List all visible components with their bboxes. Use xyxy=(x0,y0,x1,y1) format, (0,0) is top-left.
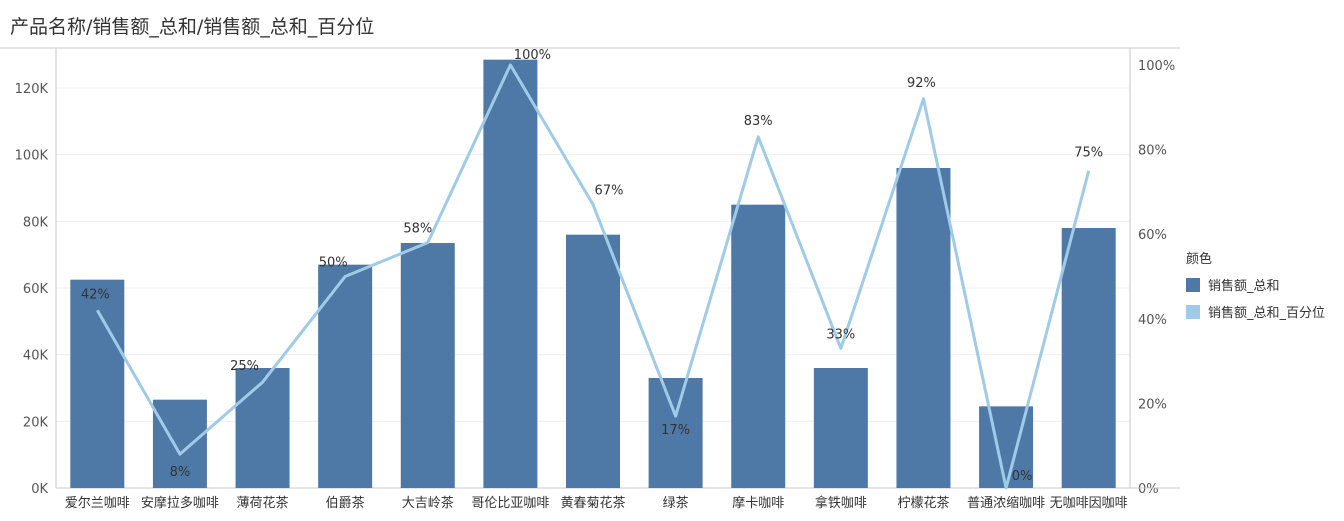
x-tick-label: 哥伦比亚咖啡 xyxy=(471,496,549,511)
y-right-tick-label: 40% xyxy=(1138,313,1167,328)
y-left-tick-label: 120K xyxy=(15,82,49,97)
data-label: 92% xyxy=(907,76,936,91)
legend-item-sales-percentile[interactable]: 销售额_总和_百分位 xyxy=(1186,302,1325,321)
data-label: 50% xyxy=(319,255,348,270)
bar xyxy=(70,279,125,488)
data-label: 42% xyxy=(81,287,110,302)
data-label: 33% xyxy=(826,327,855,342)
data-label: 58% xyxy=(403,222,432,237)
legend: 颜色 销售额_总和 销售额_总和_百分位 xyxy=(1186,248,1325,329)
y-right-tick-label: 100% xyxy=(1138,59,1175,74)
y-left-tick-label: 80K xyxy=(23,215,49,230)
legend-swatch-sales-percentile xyxy=(1186,304,1200,319)
y-right-tick-label: 0% xyxy=(1138,482,1159,497)
x-tick-label: 绿茶 xyxy=(663,495,689,511)
y-left-tick-label: 60K xyxy=(23,282,49,297)
data-label: 8% xyxy=(170,465,191,480)
legend-swatch-sales-sum xyxy=(1186,277,1200,292)
x-tick-label: 薄荷花茶 xyxy=(237,495,289,511)
bar xyxy=(318,264,373,488)
bar xyxy=(566,234,620,488)
y-right-tick-label: 20% xyxy=(1138,397,1167,412)
x-tick-label: 爱尔兰咖啡 xyxy=(65,496,130,511)
legend-label-sales-percentile: 销售额_总和_百分位 xyxy=(1208,306,1326,321)
bar xyxy=(648,378,703,488)
x-tick-label: 拿铁咖啡 xyxy=(815,495,867,511)
y-left-tick-label: 40K xyxy=(23,349,49,364)
bar xyxy=(400,243,455,488)
x-tick-label: 安摩拉多咖啡 xyxy=(141,495,219,511)
percentile-line xyxy=(96,63,1091,490)
data-label: 75% xyxy=(1074,146,1103,161)
y-left-tick-label: 100K xyxy=(15,149,49,164)
legend-item-sales-sum[interactable]: 销售额_总和 xyxy=(1186,275,1325,294)
x-tick-label: 柠檬花茶 xyxy=(897,495,949,511)
bar xyxy=(483,59,538,489)
data-label: 0% xyxy=(1012,469,1033,484)
data-label: 17% xyxy=(661,423,690,438)
bar xyxy=(235,368,290,488)
data-label: 83% xyxy=(744,114,773,129)
legend-title: 颜色 xyxy=(1186,252,1213,267)
bar xyxy=(1061,228,1116,488)
x-tick-label: 大吉岭茶 xyxy=(402,495,454,511)
y-left-tick-label: 0K xyxy=(31,482,48,497)
bar xyxy=(813,368,868,488)
bar xyxy=(731,204,786,488)
bar xyxy=(152,399,207,488)
x-tick-label: 黄春菊花茶 xyxy=(560,495,625,511)
data-label: 25% xyxy=(230,359,259,374)
y-right-tick-label: 60% xyxy=(1138,228,1167,243)
y-left-tick-label: 20K xyxy=(23,415,49,430)
y-right-tick-label: 80% xyxy=(1138,144,1167,159)
x-tick-label: 普通浓缩咖啡 xyxy=(967,495,1045,511)
x-tick-label: 摩卡咖啡 xyxy=(732,495,784,511)
x-tick-label: 伯爵茶 xyxy=(326,495,365,511)
bar xyxy=(896,168,951,488)
x-tick-label: 无咖啡因咖啡 xyxy=(1050,496,1128,511)
data-label: 67% xyxy=(595,184,624,199)
data-label: 100% xyxy=(514,48,551,63)
chart-title: 产品名称/销售额_总和/销售额_总和_百分位 xyxy=(10,16,375,38)
legend-label-sales-sum: 销售额_总和 xyxy=(1208,279,1280,294)
